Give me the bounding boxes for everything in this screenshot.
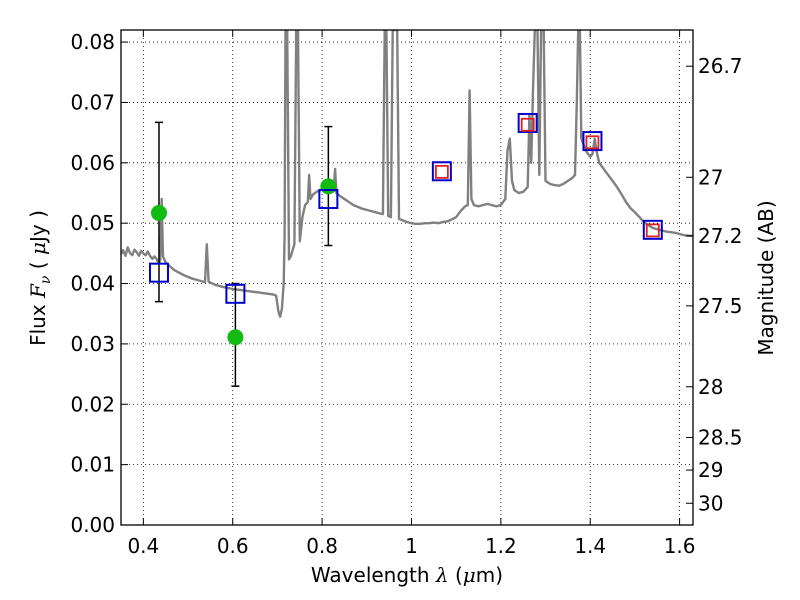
y2-tick-label: 26.7 [698,54,743,78]
model-square-blue [148,262,169,283]
y-tick-label: 0.07 [70,90,115,114]
model-photometry-red [434,117,660,238]
y2-tick-label: 30 [698,491,723,515]
observed-point [150,204,167,221]
y2-tick-labels: 26.7 27 27.2 27.5 28 28.5 29 30 [698,54,743,515]
plot-frame [120,29,694,526]
y2-tick-label: 27.2 [698,224,743,248]
y2-tick-label: 28 [698,375,723,399]
x-tick-label: 0.4 [127,534,159,558]
x-tick-label: 0.6 [217,534,249,558]
model-square-red [434,164,449,179]
y-tick-label: 0.02 [70,392,115,416]
y2-tick-label: 27 [698,165,723,189]
y-axis-title: Flux Fν ( μJy ) [26,210,54,346]
observed-point [227,329,244,346]
model-photometry-blue [148,112,663,304]
y-tick-label: 0.01 [70,453,115,477]
model-square-blue [318,189,339,210]
y-tick-label: 0.08 [70,30,115,54]
y2-tick-label: 28.5 [698,425,743,449]
model-square-blue [225,283,246,304]
plot-background [121,30,693,525]
model-square-blue [517,112,538,133]
x-tick-label: 1.6 [664,534,696,558]
y-tick-label: 0.05 [70,211,115,235]
y2-axis-title: Magnitude (AB) [754,200,778,355]
x-tick-label: 1.4 [574,534,606,558]
plot-area [121,30,693,387]
sed-spectrum-line [121,30,693,318]
model-square-red [520,117,535,132]
y-tick-label: 0.00 [70,513,115,537]
y-tick-label: 0.04 [70,272,115,296]
observed-point [320,178,337,195]
y-tick-label: 0.03 [70,332,115,356]
model-square-red [585,135,600,150]
y2-tick-label: 27.5 [698,294,743,318]
x-axis-title: Wavelength λ (μm) [311,563,503,587]
model-square-blue [582,131,603,152]
y-tick-labels: 0.00 0.01 0.02 0.03 0.04 0.05 0.06 0.07 0.08 [70,30,115,537]
x-tick-label: 1.2 [485,534,517,558]
x-tick-label: 1 [405,534,418,558]
y-tick-label: 0.06 [70,151,115,175]
axis-ticks [121,30,693,526]
model-square-red [645,223,660,238]
y2-tick-label: 29 [698,458,723,482]
model-square-blue [431,161,452,182]
model-square-blue [642,219,663,240]
x-tick-label: 0.8 [306,534,338,558]
x-tick-labels: 0.4 0.6 0.8 1 1.2 1.4 1.6 [127,534,695,558]
